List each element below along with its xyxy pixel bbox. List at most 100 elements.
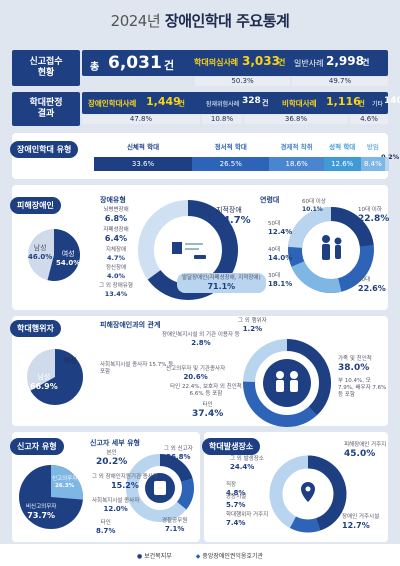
label-pair: 본인 20.2%: [96, 450, 127, 468]
pair-label: 20대: [358, 277, 371, 283]
pair-pct: 2.8%: [191, 338, 211, 347]
judgement-nonabuse-value: 1,116: [326, 95, 361, 108]
place-card: 학대발생장소 피해장애인 거주지 45.0% 그 외 발생장소 24.4% 직장 4.8%…: [202, 432, 388, 542]
label-pair: 공공시설 5.7%: [226, 494, 246, 510]
relation-donut: [243, 339, 331, 427]
type-label-0: 신체적 학대: [126, 143, 160, 151]
victim-header: 피해장애인: [10, 197, 61, 214]
pair-pct: 1.2%: [242, 324, 263, 333]
disability-item-pct: 4.0%: [106, 271, 126, 280]
disability-item-label: 그 외 장애유형: [99, 282, 133, 289]
pair-label: 타인 22.4%, 보호자 외 친인척 6.6% 등 포함: [170, 384, 242, 397]
label-pair: 60대 이상 10.1%: [302, 199, 326, 213]
agency-logo: ◆ 중앙장애인권익옹호기관: [195, 552, 264, 560]
report-total-label: 총: [90, 62, 100, 73]
pair-pct: 37.4%: [192, 408, 224, 419]
judgement-abuse-pct: 47.8%: [82, 115, 200, 124]
disability-item-label: 지체장애: [105, 246, 127, 253]
judgement-bar: 장애인학대사례 1,449 건 잠재위험사례 328 건 비학대사례 1,116…: [82, 92, 400, 114]
disability-item: 뇌병변장애 6.8%: [96, 207, 136, 224]
perpetrator-header: 학대행위자: [10, 320, 61, 337]
type-seg-0: 33.6%: [94, 157, 193, 171]
pair-label: 피해장애인 거주지: [344, 442, 387, 448]
victim-card: 피해장애인 남성 46.0% 여성 54.0% 장애유형 뇌병변장애 6.8% 자폐성장…: [10, 185, 389, 310]
judgement-potential-pct: 10.8%: [202, 115, 242, 124]
disability-item: 그 외 장애유형 13.4%: [96, 283, 136, 298]
label-pair: 부 10.4%, 모 7.9%, 배우자 7.6% 등 포함: [338, 378, 388, 399]
pair-pct: 36.8%: [166, 452, 191, 461]
pair-label: 장애인 거주시설: [342, 514, 380, 520]
report-suspected-pct: 50.3%: [195, 77, 290, 86]
disability-item: 정신장애 4.0%: [96, 265, 136, 280]
reporter-mandatory: 신고의무자 26.3%: [52, 476, 78, 489]
place-header: 학대발생장소: [202, 438, 261, 455]
reporter-card: 신고자 유형 신고의무자 26.3% 비신고의무자 73.7% 신고자 세부 유형 …: [10, 432, 200, 542]
disability-item-label: 정신장애: [105, 264, 127, 271]
pair-pct: 7.4%: [226, 518, 246, 527]
label-pair: 장애인 거주시설 12.7%: [342, 514, 379, 531]
report-total-unit: 건: [164, 59, 175, 72]
judgement-potential-label: 잠재위험사례: [206, 101, 240, 108]
judgement-nonabuse-label: 비학대사례: [282, 99, 317, 108]
pair-label: 40대: [268, 247, 281, 253]
victim-gender-donut: [28, 229, 80, 281]
report-general-unit: 건: [362, 58, 370, 67]
label-pair: 그 외 행위자 1.2%: [238, 318, 267, 334]
title-main: 장애인학대 주요통계: [164, 12, 290, 30]
pair-label: 그 외 신고자: [164, 446, 193, 452]
pair-label: 공공시설: [226, 494, 247, 500]
relation-title: 피해장애인과의 관계: [100, 321, 161, 329]
label-pair: 경찰공무원 7.1%: [162, 518, 187, 534]
pair-pct: 8.7%: [96, 526, 116, 535]
type-label-1: 정서적 학대: [214, 143, 247, 151]
report-general-label: 일반사례: [294, 59, 324, 68]
pair-pct: 12.4%: [268, 227, 293, 236]
report-suspected-unit: 건: [278, 58, 286, 67]
perp-female: 여성 33.1%: [58, 357, 83, 374]
pair-pct: 45.0%: [344, 448, 376, 459]
pair-label: 60대 이상: [302, 199, 326, 205]
pair-label: 타인: [100, 520, 111, 526]
pair-label: 가족 및 친인척: [338, 356, 372, 362]
label-pair: 타인 22.4%, 보호자 외 친인척 6.6% 등 포함: [166, 384, 246, 398]
pair-pct: 14.0%: [268, 253, 293, 262]
label-pair: 장애인복지시설 외 기관 이용자 등 2.8%: [162, 332, 240, 348]
pair-label: 그 외 발생장소: [230, 456, 264, 462]
type-seg-4: 8.4%: [360, 157, 386, 171]
pair-pct: 10.1%: [302, 205, 323, 213]
perp-gender-donut: [27, 349, 83, 405]
pair-pct: 20.2%: [96, 456, 128, 467]
types-header: 장애인학대 유형: [10, 141, 79, 158]
title-year: 2024년: [110, 12, 161, 30]
disability-item-pct: 6.4%: [104, 233, 128, 243]
victim-male: 남성 46.0%: [28, 244, 53, 261]
label-pair: 그 외 장애인지원기관 종사자 15.2%: [92, 474, 158, 491]
pair-pct: 20.6%: [183, 372, 208, 381]
disability-item: 지체장애 4.7%: [96, 247, 136, 262]
judgement-other-value: 140: [384, 96, 400, 106]
label-pair: 사회복지시설 종사자 12.0%: [92, 498, 139, 514]
pair-label: 신고의무자 및 기관종사자: [166, 366, 226, 372]
disability-item: 자폐성장애 6.4%: [96, 227, 136, 244]
label-pair: 가족 및 친인척 38.0%: [338, 356, 372, 374]
report-total-value: 6,031: [108, 53, 162, 73]
pair-pct: 5.7%: [226, 500, 246, 509]
judgement-nonabuse-unit: 건: [358, 99, 365, 108]
place-donut: [269, 455, 347, 533]
pair-pct: 22.8%: [358, 213, 390, 224]
type-label-4: 방임: [366, 143, 379, 151]
judgement-potential-value: 328: [242, 96, 261, 106]
pair-label: 그 외 장애인지원기관 종사자: [92, 474, 158, 480]
label-pair: 10대 이하 22.8%: [358, 207, 389, 225]
label-pair: 30대 18.1%: [268, 273, 292, 289]
disability-list: 뇌병변장애 6.8% 자폐성장애 6.4% 지체장애 4.7% 정신장애 4.0% 그 외 장애…: [96, 207, 136, 301]
report-bar: 총 6,031 건 학대의심사례 3,033 건 일반사례 2,998 건: [82, 50, 388, 76]
pair-label: 경찰공무원: [162, 518, 188, 524]
judgement-abuse-label: 장애인학대사례: [88, 99, 137, 108]
type-label-2: 경제적 착취: [280, 143, 313, 151]
disability-item-pct: 6.8%: [104, 213, 128, 223]
pair-label: 10대 이하: [358, 207, 382, 213]
judgement-abuse-value: 1,449: [146, 95, 181, 108]
label-pair: 피해장애인 거주지 45.0%: [344, 442, 386, 460]
